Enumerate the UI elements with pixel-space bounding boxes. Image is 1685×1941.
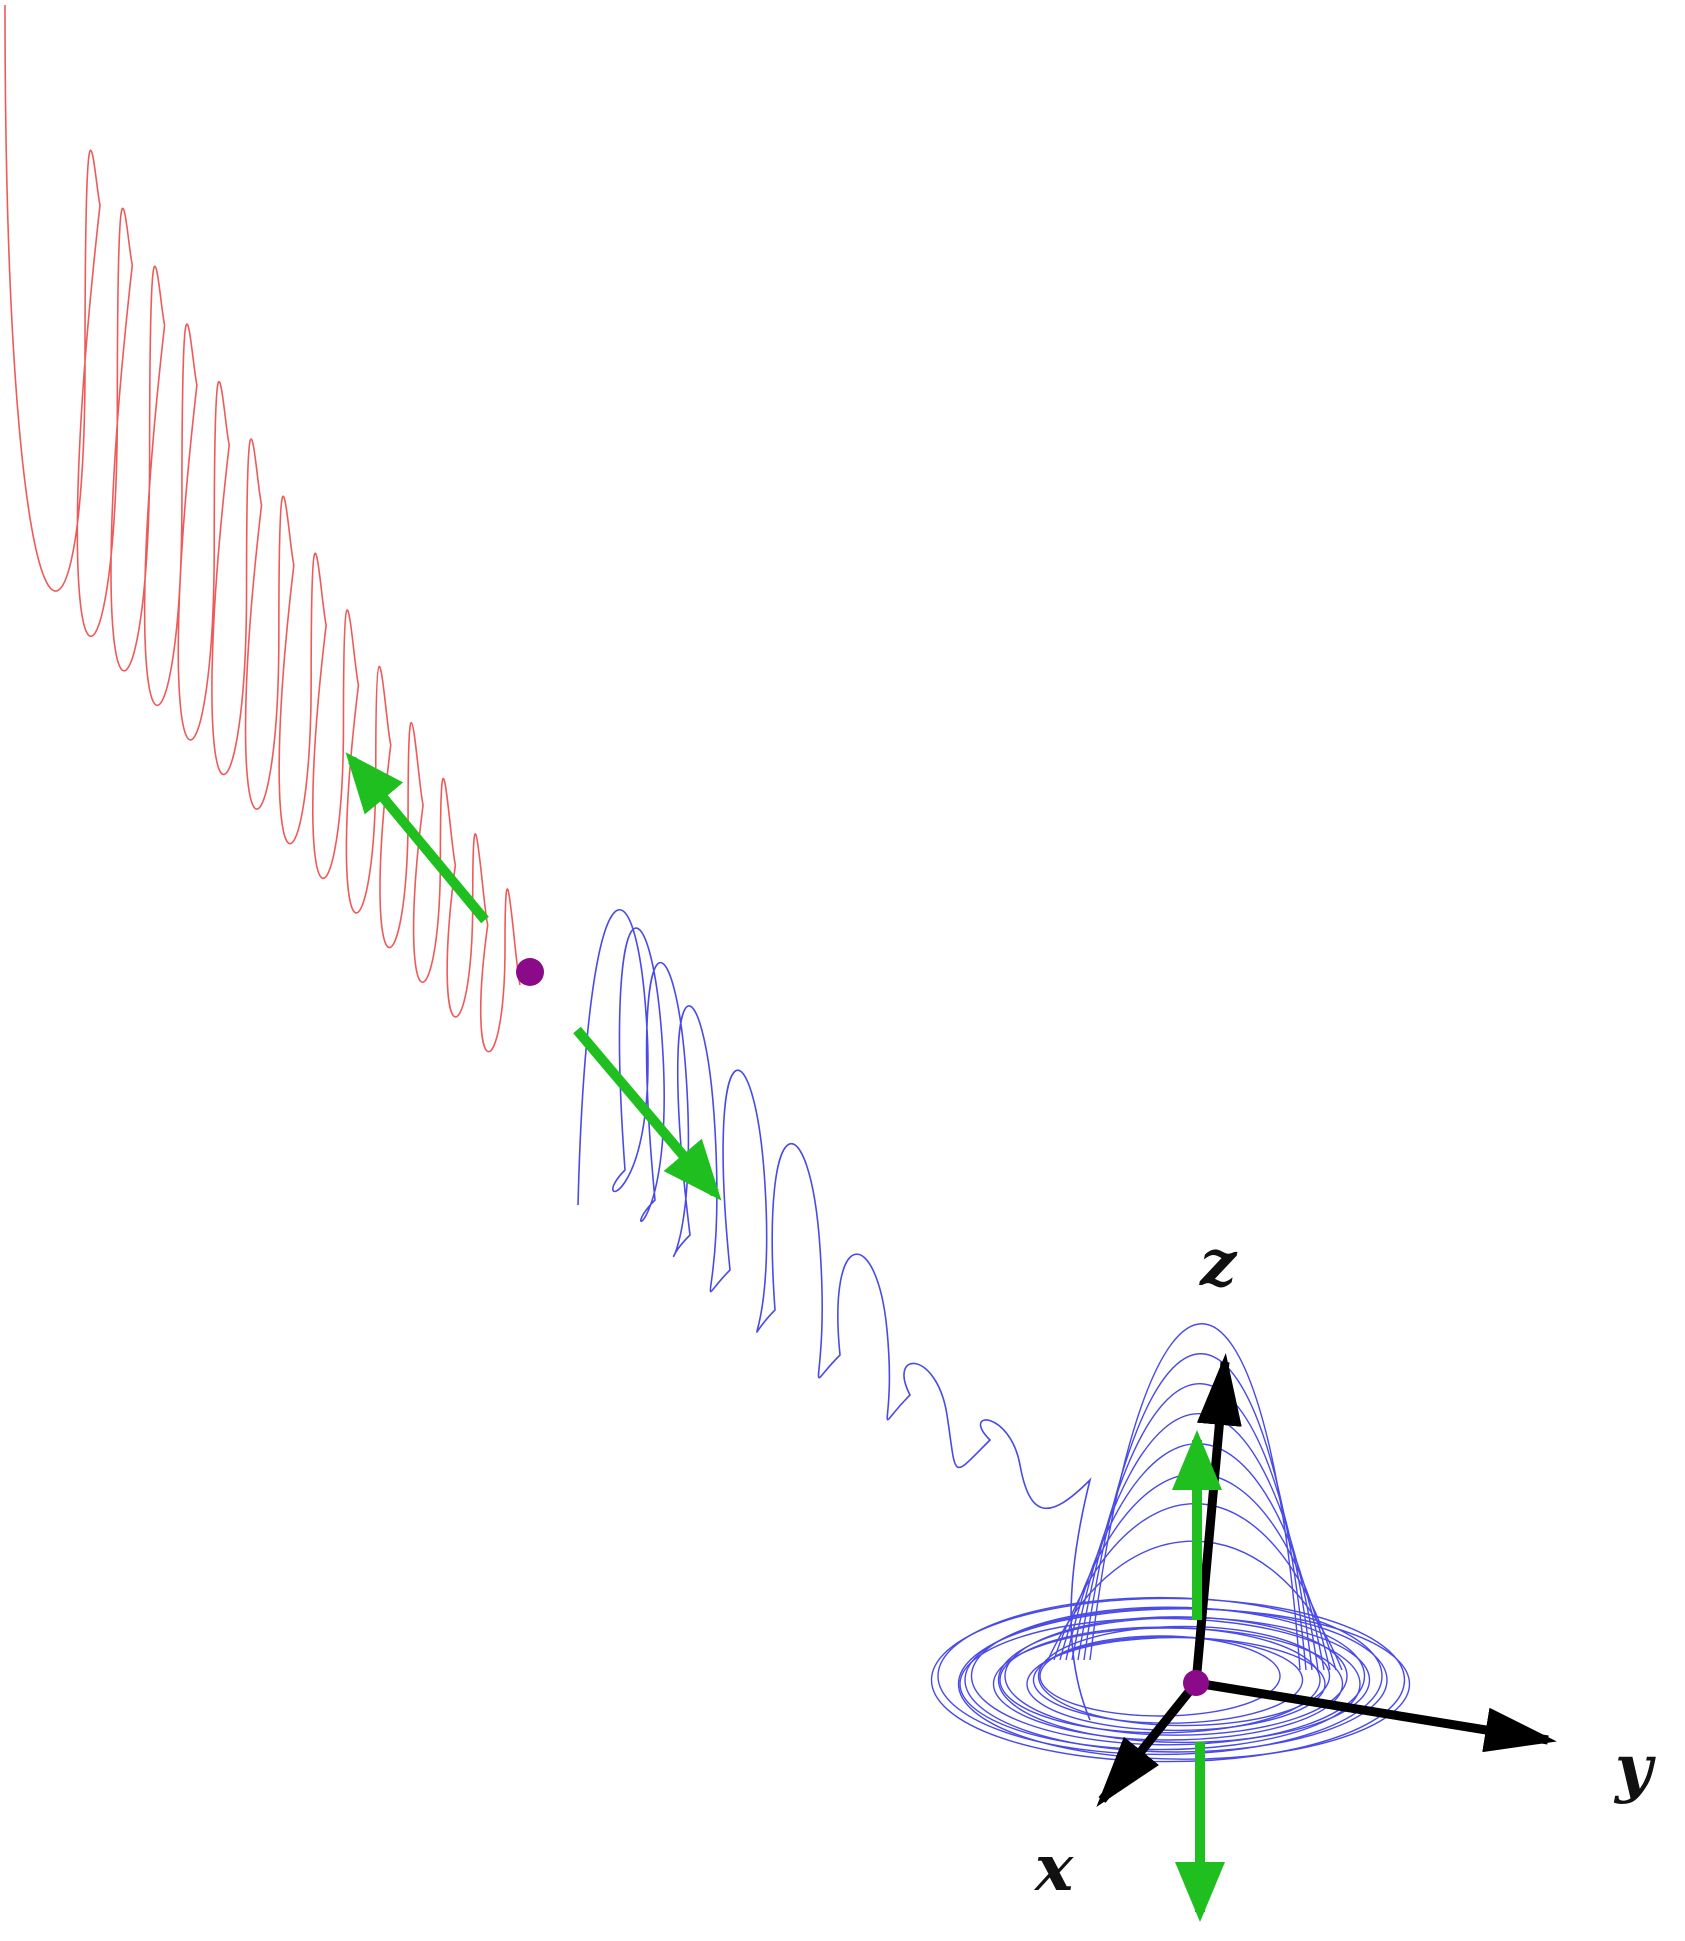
attractor-loop	[959, 1617, 1361, 1751]
attractor-loop	[1004, 1616, 1348, 1736]
attractor-loop	[1039, 1635, 1281, 1717]
attractor-loop	[1026, 1636, 1326, 1732]
x-axis-arrow	[1096, 1680, 1200, 1808]
origin-equilibrium-point	[1183, 1670, 1209, 1696]
attractor-loop	[1037, 1625, 1331, 1727]
red-trajectory-curve	[4, 4, 521, 1053]
attractor-loop	[930, 1597, 1406, 1763]
attractor-loop	[970, 1606, 1366, 1746]
eigenvector-arrows	[345, 752, 1225, 1922]
attractor-loop	[997, 1616, 1371, 1744]
attractor-loop	[964, 1607, 1388, 1753]
upper-equilibrium-point	[516, 958, 544, 986]
red-spiral-trajectory	[4, 4, 521, 1053]
z-axis-label: z	[1199, 1226, 1238, 1301]
blue-spiral-trajectory	[577, 909, 1092, 1721]
x-axis-label: x	[1033, 1831, 1074, 1906]
coordinate-axes	[1096, 1353, 1557, 1808]
unstable-up-left-arrow	[345, 752, 489, 924]
blue-trajectory-curve	[577, 909, 1092, 1721]
z-axis-arrow	[1191, 1353, 1242, 1684]
attractor-loop	[957, 1608, 1411, 1760]
attractor-loop	[937, 1596, 1383, 1756]
y-axis-arrow	[1195, 1678, 1557, 1753]
unstable-down-right-arrow	[573, 1026, 722, 1201]
attractor-loop	[992, 1627, 1344, 1741]
blue-attractor-loops	[930, 1323, 1411, 1763]
y-axis-label: y	[1613, 1731, 1656, 1806]
